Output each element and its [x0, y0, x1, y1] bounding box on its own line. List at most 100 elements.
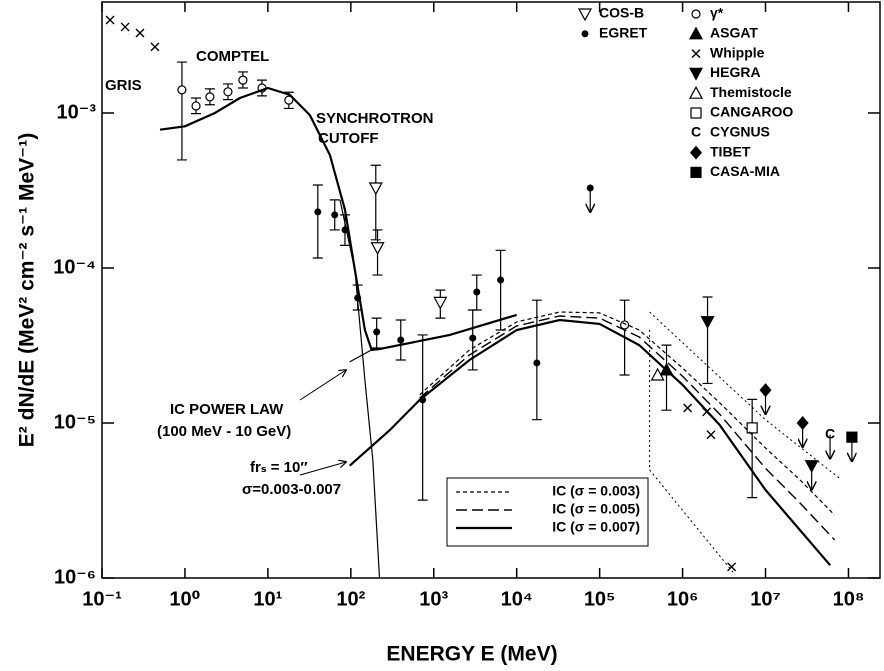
point [620, 320, 630, 330]
legend-marker [688, 67, 704, 81]
annotation-arrow [299, 370, 346, 401]
point [846, 431, 858, 443]
legend-marker [691, 9, 701, 19]
annotation: COMPTEL [196, 48, 269, 65]
x-tick-label: 10⁻¹ [82, 588, 122, 610]
point [683, 403, 693, 413]
point [105, 15, 115, 25]
legend-label: γ* [710, 5, 724, 21]
x-axis-label: ENERGY E (MeV) [386, 643, 557, 666]
y-axis-label: E² dN/dE (MeV² cm⁻² s⁻¹ MeV⁻¹) [16, 133, 39, 447]
point [650, 367, 665, 381]
line [339, 199, 381, 579]
point [804, 460, 819, 473]
legend-label: CANGAROO [710, 104, 793, 120]
point [177, 85, 187, 95]
point [205, 92, 215, 102]
point: C [825, 425, 835, 441]
point [796, 415, 809, 430]
legend-label: COS-B [599, 5, 644, 21]
annotation: SYNCHROTRON [316, 110, 434, 127]
legend-label: CYGNUS [710, 124, 770, 140]
legend-label: IC (σ = 0.003) [552, 483, 640, 499]
point [700, 316, 715, 329]
line [419, 315, 836, 541]
annotation: GRIS [105, 77, 142, 94]
y-tick-label: 10⁻³ [57, 101, 97, 123]
error-bar [370, 164, 381, 241]
legend-label: IC (σ = 0.007) [552, 519, 640, 535]
point [533, 359, 541, 367]
point [746, 422, 758, 434]
legend-label: EGRET [599, 25, 648, 41]
error-bar [661, 344, 672, 411]
annotation: CUTOFF [318, 130, 379, 147]
x-tick-label: 10³ [419, 588, 448, 610]
legend-marker [690, 166, 702, 178]
legend-marker [688, 85, 704, 99]
point [135, 28, 145, 38]
line [649, 311, 840, 576]
legend-marker [690, 145, 702, 160]
legend-label: Whipple [710, 44, 765, 60]
x-tick-label: 10⁶ [667, 588, 698, 610]
legend-label: IC (σ = 0.005) [552, 501, 640, 517]
point [586, 184, 594, 192]
y-tick-label: 10⁻⁴ [53, 256, 96, 278]
point [370, 242, 385, 256]
legend-marker [577, 8, 593, 22]
annotation: (100 MeV - 10 GeV) [157, 423, 291, 440]
point [497, 276, 505, 284]
legend-label: HEGRA [710, 64, 761, 80]
legend-marker [688, 26, 704, 40]
point [759, 383, 772, 398]
error-bar [702, 296, 713, 385]
legend-label: CASA-MIA [710, 163, 780, 179]
legend-marker [581, 30, 589, 38]
x-tick-label: 10¹ [253, 588, 282, 610]
point [473, 288, 481, 296]
point [331, 211, 339, 219]
annotation: frₛ = 10″ [250, 459, 308, 476]
point [727, 562, 737, 572]
point [150, 42, 160, 52]
point [314, 208, 322, 216]
legend-marker [690, 107, 702, 119]
x-tick-label: 10² [336, 588, 365, 610]
x-tick-label: 10⁰ [169, 588, 200, 610]
point [120, 22, 130, 32]
legend-label: ASGAT [710, 25, 758, 41]
point [223, 87, 233, 97]
y-tick-label: 10⁻⁶ [54, 566, 96, 588]
point [397, 336, 405, 344]
error-bar [312, 184, 323, 259]
x-tick-label: 10⁴ [501, 588, 533, 610]
point [373, 328, 381, 336]
error-bar [747, 398, 758, 499]
point [469, 334, 477, 342]
line [159, 86, 518, 352]
y-tick-label: 10⁻⁵ [54, 411, 96, 433]
point [238, 75, 248, 85]
point [368, 182, 383, 196]
line [348, 318, 831, 566]
legend-marker: C [691, 124, 701, 140]
point [706, 430, 716, 440]
point [284, 95, 294, 105]
plot-frame [101, 1, 881, 579]
annotation: σ=0.003-0.007 [242, 481, 341, 498]
annotation-arrow [299, 462, 346, 476]
legend-label: TIBET [710, 143, 751, 159]
legend-marker [691, 49, 701, 59]
error-bar [176, 61, 187, 161]
point [433, 296, 448, 310]
ic-legend-box [446, 477, 649, 547]
annotation: IC POWER LAW [170, 401, 284, 418]
x-tick-label: 10⁸ [833, 588, 865, 610]
legend-label: Themistocle [710, 84, 792, 100]
line [419, 311, 836, 516]
error-bar [417, 334, 428, 501]
x-tick-label: 10⁷ [750, 588, 781, 610]
x-tick-label: 10⁵ [584, 588, 616, 610]
